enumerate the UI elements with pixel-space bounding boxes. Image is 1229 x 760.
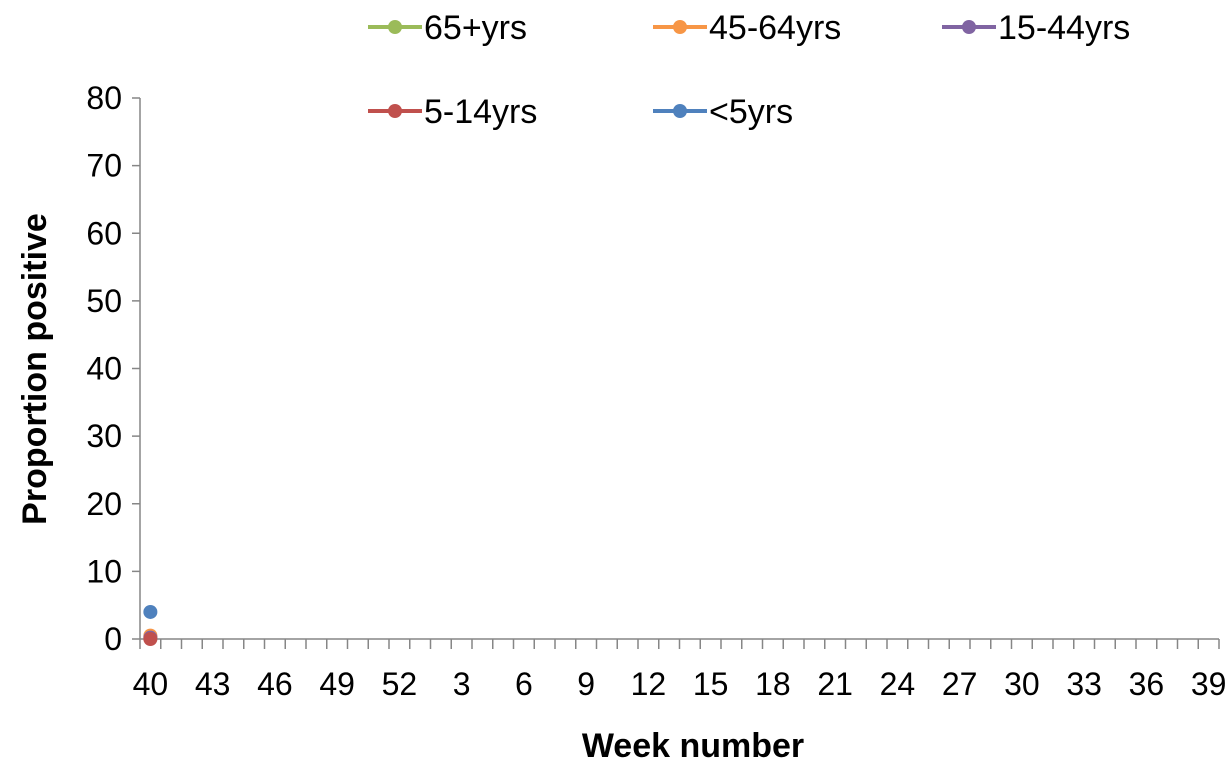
x-tick-label: 40 (133, 666, 169, 702)
x-tick-label: 9 (577, 666, 595, 702)
y-tick-label: 80 (86, 80, 122, 116)
y-axis-ticks: 0 10 20 30 40 50 60 70 80 (86, 80, 140, 657)
legend-marker (388, 20, 402, 34)
x-tick-label: 6 (515, 666, 533, 702)
legend-marker (962, 20, 976, 34)
legend-item: 15-44yrs (942, 9, 1130, 47)
legend-item: <5yrs (653, 93, 793, 131)
series-<5yrs (143, 604, 158, 619)
series-5-14yrs (143, 632, 158, 646)
y-tick-label: 20 (86, 486, 122, 522)
data-series (143, 604, 158, 646)
legend-item: 65+yrs (368, 9, 527, 47)
x-axis-ticks: 40 43 46 49 52 3 6 9 12 15 18 21 24 27 30 33 36 39 (133, 639, 1227, 702)
x-tick-label: 46 (257, 666, 293, 702)
x-tick-label: 43 (195, 666, 231, 702)
legend-label: 45-64yrs (709, 9, 841, 47)
axes (139, 98, 1219, 640)
x-tick-label: 36 (1129, 666, 1165, 702)
x-tick-label: 27 (942, 666, 978, 702)
legend-label: 5-14yrs (424, 93, 537, 131)
legend-label: 65+yrs (424, 9, 527, 47)
legend-label: <5yrs (709, 93, 793, 131)
legend-marker (673, 20, 687, 34)
y-axis-title: Proportion positive (16, 213, 54, 525)
y-tick-label: 50 (86, 283, 122, 319)
y-tick-label: 0 (104, 621, 122, 657)
legend-marker (673, 104, 687, 118)
x-tick-label: 15 (693, 666, 729, 702)
legend-item: 5-14yrs (368, 93, 537, 131)
data-point (143, 632, 158, 646)
legend-marker (388, 104, 402, 118)
y-tick-label: 30 (86, 418, 122, 454)
legend-item: 45-64yrs (653, 9, 841, 47)
x-tick-label: 18 (755, 666, 791, 702)
x-tick-label: 12 (631, 666, 667, 702)
y-tick-label: 10 (86, 553, 122, 589)
x-axis-title: Week number (582, 727, 804, 760)
legend-label: 15-44yrs (998, 9, 1130, 47)
y-tick-label: 40 (86, 351, 122, 387)
x-tick-label: 39 (1191, 666, 1227, 702)
y-tick-label: 70 (86, 148, 122, 184)
y-tick-label: 60 (86, 215, 122, 251)
x-tick-label: 33 (1066, 666, 1102, 702)
x-tick-label: 52 (382, 666, 418, 702)
x-tick-label: 30 (1004, 666, 1040, 702)
x-tick-label: 24 (880, 666, 916, 702)
x-tick-label: 3 (453, 666, 471, 702)
x-tick-label: 49 (319, 666, 355, 702)
legend: 65+yrs 45-64yrs 15-44yrs 5-14yrs <5yrs (368, 9, 1130, 131)
x-tick-label: 21 (817, 666, 853, 702)
data-point (143, 604, 158, 619)
